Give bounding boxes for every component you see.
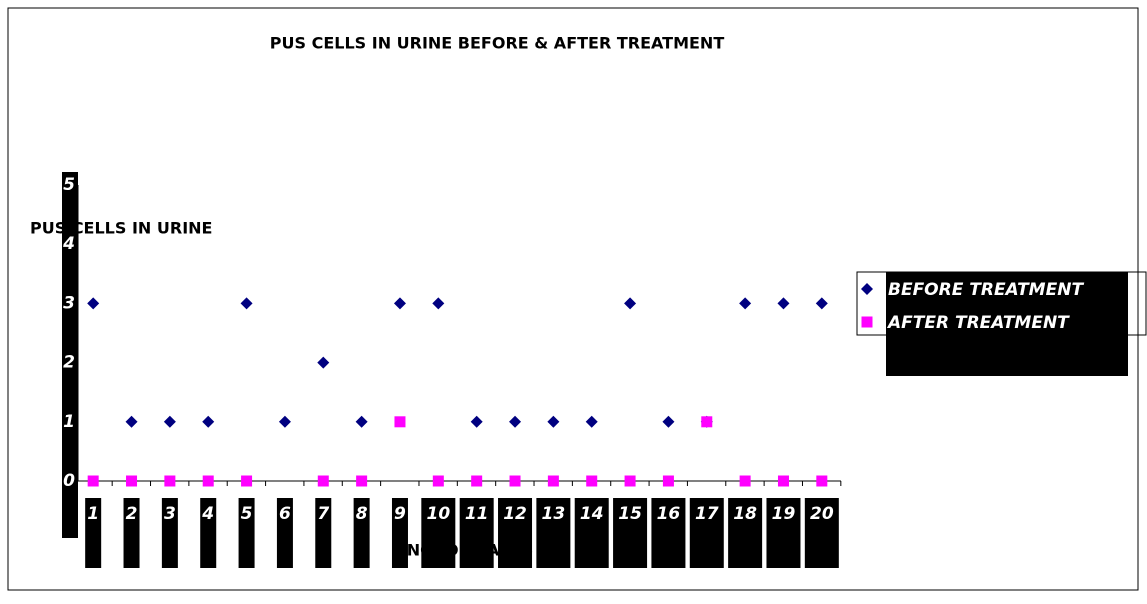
marker bbox=[202, 475, 214, 487]
y-tick-label: 5 bbox=[63, 175, 75, 195]
x-tick-label: 13 bbox=[542, 504, 566, 524]
x-tick-label: 9 bbox=[394, 504, 406, 524]
marker bbox=[317, 475, 329, 487]
marker bbox=[432, 297, 445, 310]
marker bbox=[356, 475, 368, 487]
marker bbox=[547, 415, 560, 428]
y-tick-label: 3 bbox=[63, 293, 75, 313]
x-tick-label-box bbox=[613, 498, 648, 568]
x-tick-label-box bbox=[238, 498, 255, 568]
x-tick-label-box bbox=[200, 498, 217, 568]
x-tick-label-box bbox=[391, 498, 408, 568]
marker bbox=[816, 475, 828, 487]
x-tick-label-box bbox=[459, 498, 494, 568]
legend: BEFORE TREATMENT AFTER TREATMENT bbox=[861, 280, 1084, 333]
y-tick-label: 1 bbox=[63, 412, 75, 432]
marker bbox=[777, 297, 790, 310]
marker bbox=[87, 475, 99, 487]
y-tick-label: 0 bbox=[63, 471, 75, 491]
x-tick-label: 11 bbox=[465, 504, 489, 524]
x-tick-label: 3 bbox=[164, 504, 176, 524]
x-tick-label-box bbox=[421, 498, 456, 568]
marker bbox=[739, 475, 751, 487]
marker bbox=[861, 316, 873, 328]
marker bbox=[355, 415, 368, 428]
marker bbox=[163, 415, 176, 428]
x-tick-label: 17 bbox=[695, 504, 719, 524]
marker bbox=[393, 297, 406, 310]
legend-label: BEFORE TREATMENT bbox=[888, 280, 1084, 300]
marker bbox=[164, 475, 176, 487]
y-tick-label: 2 bbox=[63, 353, 75, 373]
x-tick-label: 4 bbox=[201, 504, 214, 524]
x-tick-label: 19 bbox=[772, 504, 796, 524]
x-tick-label-box bbox=[574, 498, 609, 568]
marker bbox=[125, 415, 138, 428]
x-tick-label: 15 bbox=[618, 504, 642, 524]
x-tick-label: 18 bbox=[733, 504, 757, 524]
x-tick-label: 6 bbox=[279, 504, 291, 524]
legend-label: AFTER TREATMENT bbox=[886, 313, 1070, 333]
marker bbox=[739, 297, 752, 310]
legend-shadow bbox=[886, 272, 1128, 376]
legend-frame bbox=[856, 271, 1147, 336]
x-tick-label: 1 bbox=[87, 504, 99, 524]
marker bbox=[777, 475, 789, 487]
y-axis-label-box bbox=[62, 172, 78, 538]
marker bbox=[241, 475, 253, 487]
marker bbox=[240, 297, 253, 310]
x-tick-label: 2 bbox=[126, 504, 138, 524]
marker bbox=[585, 415, 598, 428]
x-tick-label: 8 bbox=[356, 504, 368, 524]
x-tick-label: 10 bbox=[426, 504, 450, 524]
marker bbox=[701, 416, 713, 428]
marker bbox=[509, 415, 522, 428]
x-tick-label-box bbox=[315, 498, 332, 568]
x-tick-label-box bbox=[536, 498, 571, 568]
marker bbox=[471, 475, 483, 487]
x-tick-label: 5 bbox=[241, 504, 253, 524]
marker bbox=[509, 475, 521, 487]
marker bbox=[87, 297, 100, 310]
x-tick-label-box bbox=[498, 498, 533, 568]
x-tick-label-box bbox=[123, 498, 140, 568]
marker bbox=[470, 415, 483, 428]
y-axis-title: PUS CELLS IN URINE bbox=[30, 219, 212, 238]
x-tick-label-box bbox=[728, 498, 763, 568]
x-axis-title: NO. OF CASES bbox=[407, 541, 534, 560]
marker bbox=[432, 475, 444, 487]
marker bbox=[662, 415, 675, 428]
marker bbox=[624, 297, 637, 310]
x-tick-label: 14 bbox=[580, 504, 604, 524]
x-tick-label: 16 bbox=[657, 504, 681, 524]
y-tick-label: 4 bbox=[62, 234, 75, 254]
marker bbox=[278, 415, 291, 428]
x-tick-label: 7 bbox=[317, 504, 329, 524]
marker bbox=[861, 283, 873, 295]
marker bbox=[662, 475, 674, 487]
marker bbox=[586, 475, 598, 487]
x-tick-label-box bbox=[276, 498, 293, 568]
x-tick-label-box bbox=[85, 498, 102, 568]
marker bbox=[394, 416, 406, 428]
marker bbox=[202, 415, 215, 428]
marker bbox=[547, 475, 559, 487]
x-tick-label-box bbox=[161, 498, 178, 568]
x-tick-label-box bbox=[766, 498, 801, 568]
x-tick-label: 20 bbox=[810, 504, 834, 524]
marker bbox=[624, 475, 636, 487]
x-tick-label-box bbox=[689, 498, 724, 568]
marker bbox=[317, 356, 330, 369]
x-tick-label: 12 bbox=[503, 504, 527, 524]
x-tick-label-box bbox=[651, 498, 686, 568]
x-tick-label-box bbox=[804, 498, 839, 568]
marker bbox=[126, 475, 138, 487]
x-tick-label-box bbox=[353, 498, 370, 568]
chart-title: PUS CELLS IN URINE BEFORE & AFTER TREATM… bbox=[270, 34, 725, 53]
marker bbox=[815, 297, 828, 310]
